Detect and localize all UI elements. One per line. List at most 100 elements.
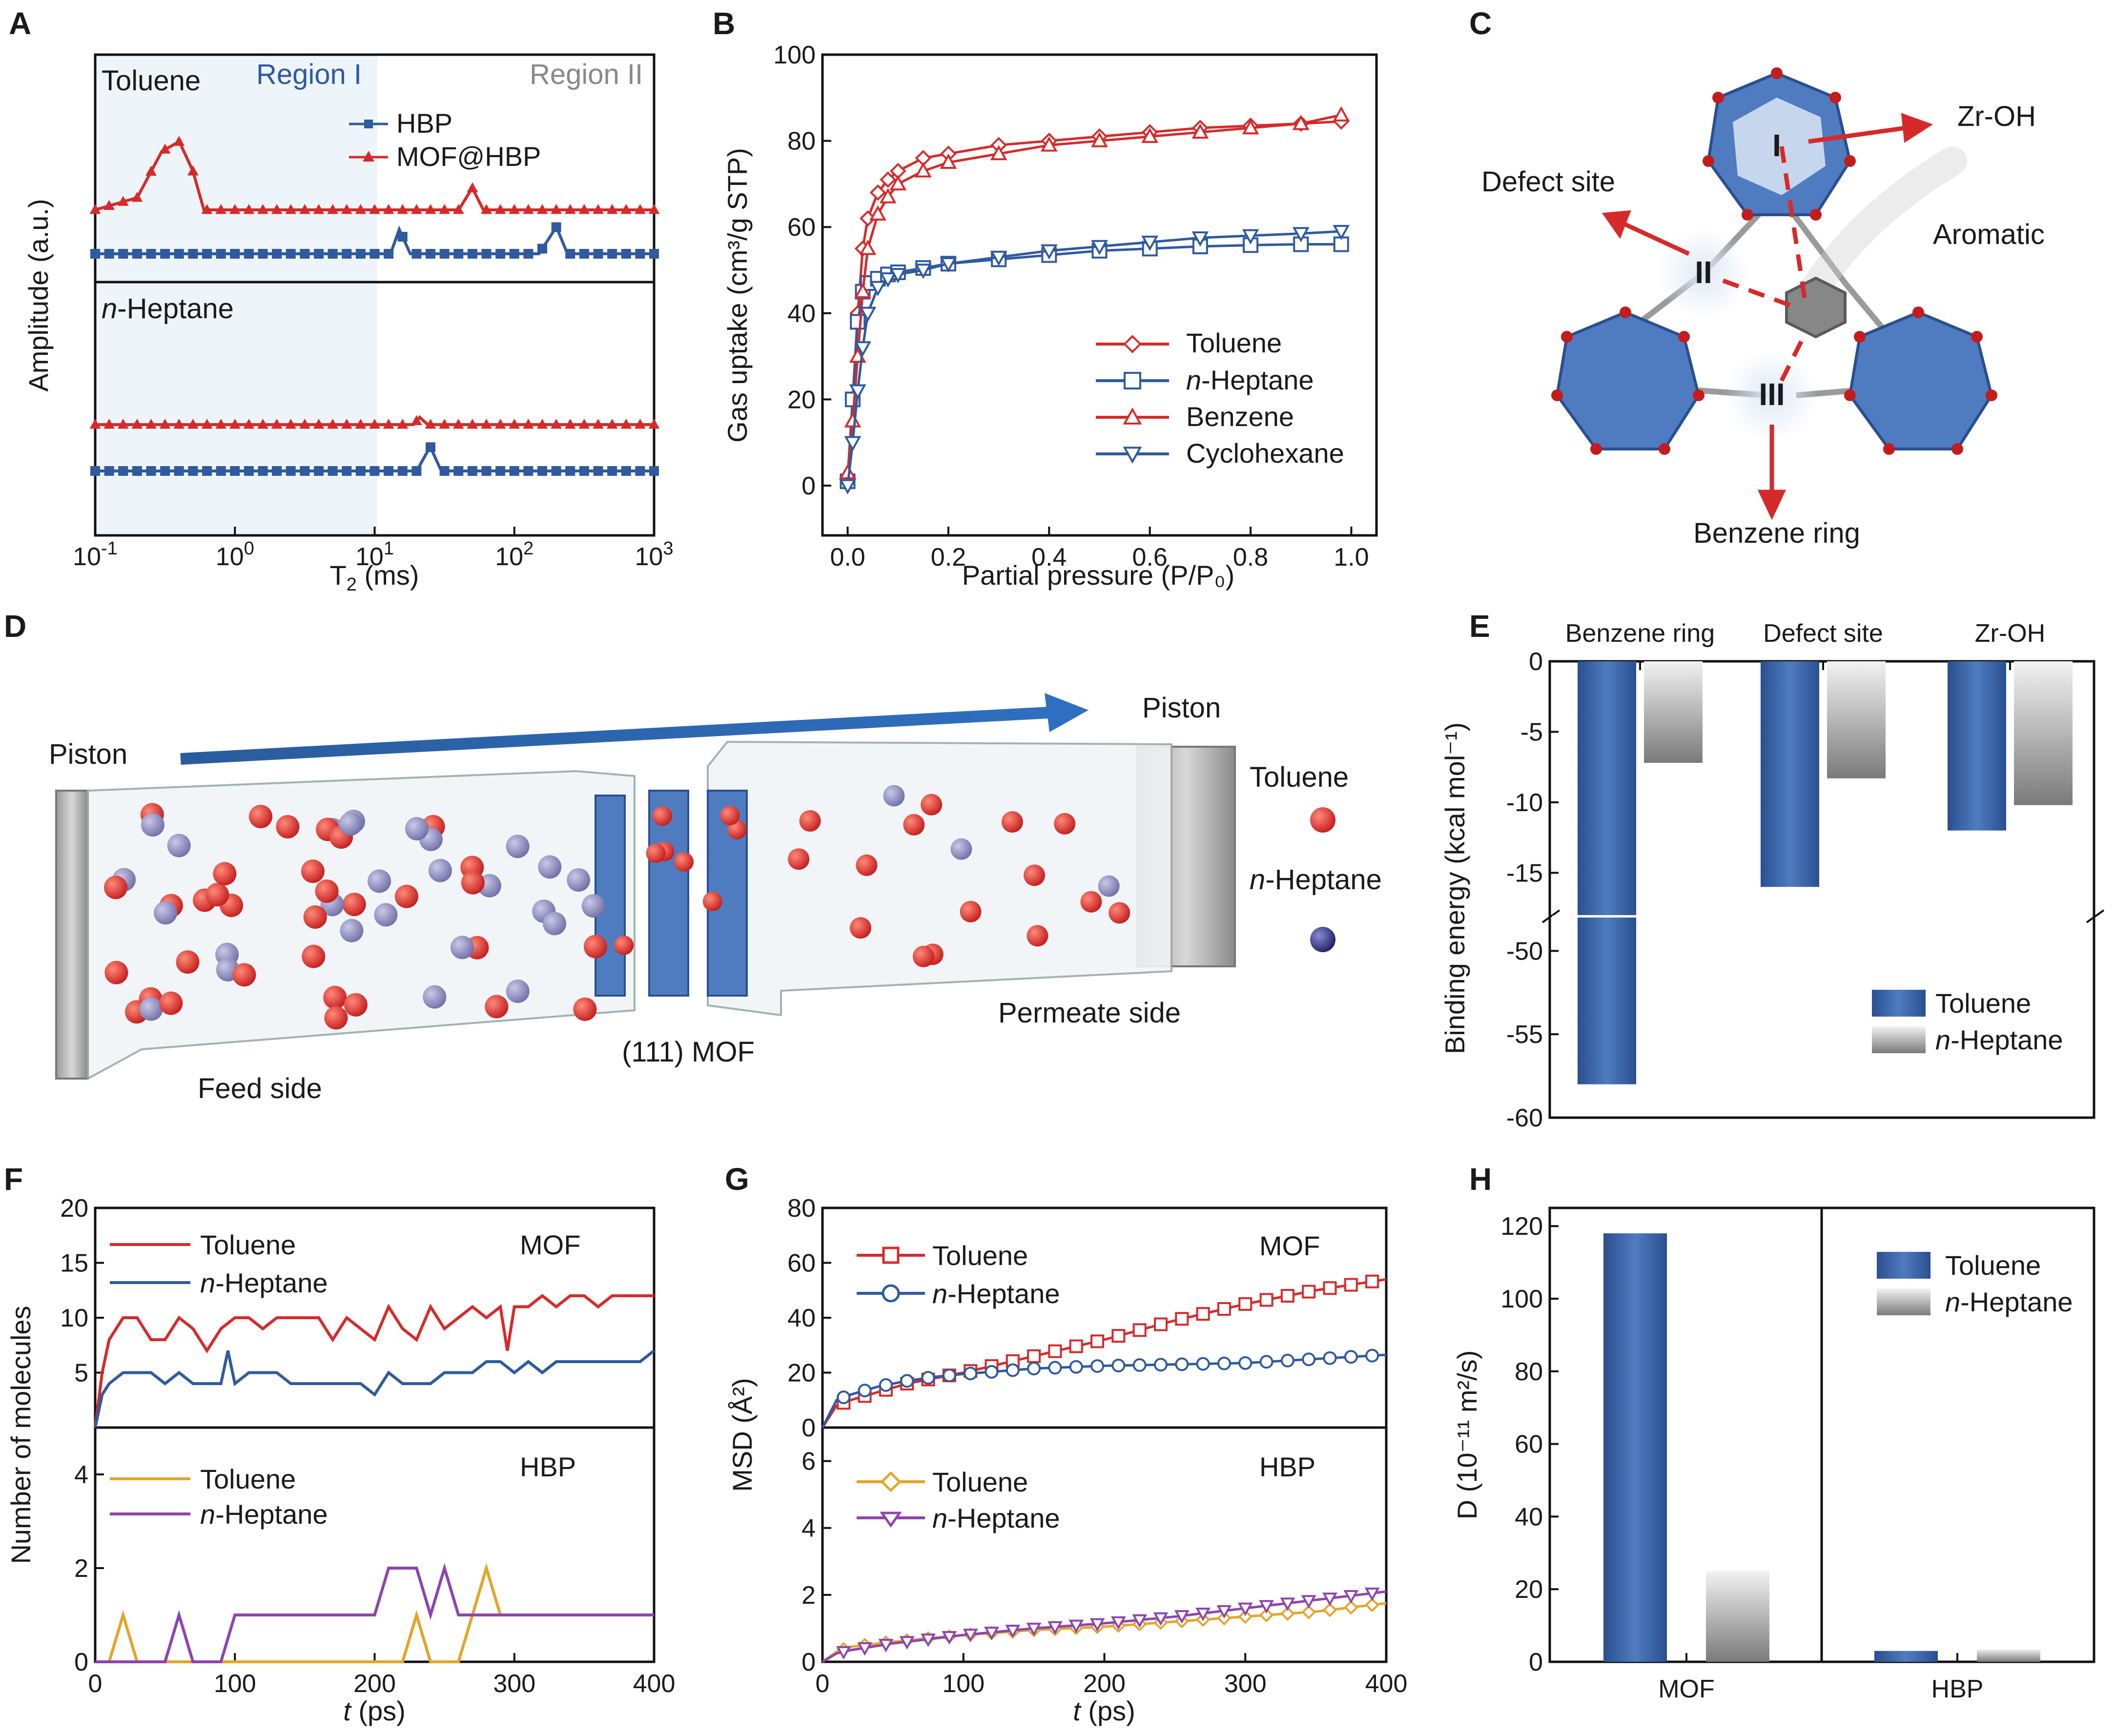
permeate-label: Permeate side bbox=[998, 997, 1181, 1029]
panel-g-ytick-label: 4 bbox=[801, 1514, 816, 1543]
panel-g-point bbox=[858, 1384, 872, 1398]
panel-e-break bbox=[1541, 909, 1561, 923]
panel-e-category: Zr-OH bbox=[1975, 619, 2045, 648]
panel-g-point bbox=[1089, 1618, 1105, 1632]
panel-g-point bbox=[1047, 1621, 1063, 1635]
heptane-molecule bbox=[506, 835, 530, 858]
heptane-molecule bbox=[450, 936, 474, 960]
panel-b-ytick-label: 100 bbox=[773, 41, 816, 69]
toluene-label: Toluene bbox=[1250, 761, 1349, 793]
panel-a-marker bbox=[411, 249, 422, 259]
panel-g-hbp-tag: HBP bbox=[1259, 1451, 1315, 1482]
panel-a-marker bbox=[370, 249, 380, 259]
panel-h-ytick-label: 20 bbox=[1515, 1575, 1543, 1604]
panel-a-marker bbox=[89, 418, 101, 429]
panel-a-marker bbox=[258, 249, 268, 259]
panel-b-line bbox=[846, 120, 1341, 477]
panel-a-marker bbox=[90, 466, 100, 476]
toluene-molecule bbox=[653, 806, 673, 826]
panel-g-line bbox=[821, 1278, 1387, 1429]
panel-g-point bbox=[1069, 1360, 1083, 1374]
panel-g-ytick-label: 60 bbox=[787, 1249, 816, 1278]
panel-a-marker bbox=[285, 418, 297, 429]
panel-g-point bbox=[1259, 1600, 1274, 1614]
panel-b-legend-heptane: n-Heptane bbox=[1186, 365, 1314, 395]
panel-g-point bbox=[963, 1629, 978, 1642]
panel-g-point bbox=[879, 1378, 893, 1392]
heptane-molecule bbox=[339, 812, 363, 836]
panel-a-marker bbox=[243, 204, 255, 214]
panel-a-marker bbox=[537, 244, 547, 254]
panel-g-point bbox=[1196, 1357, 1210, 1371]
panel-g-point bbox=[1217, 1356, 1231, 1370]
panel-g-point bbox=[1238, 1297, 1253, 1311]
panel-b-point bbox=[859, 240, 877, 255]
toluene-molecule bbox=[849, 917, 871, 939]
aromatic-label: Aromatic bbox=[1933, 219, 2045, 250]
heptane-molecule bbox=[154, 901, 178, 925]
panel-g-frame bbox=[821, 1206, 1388, 1663]
panel-a-marker bbox=[578, 418, 590, 429]
panel-a-marker bbox=[328, 466, 338, 476]
panel-g-point bbox=[836, 1646, 851, 1660]
panel-c: C bbox=[1469, 6, 2045, 549]
panel-e-bar bbox=[1578, 661, 1636, 915]
panel-a-marker bbox=[621, 466, 631, 476]
panel-a-xtick-label: 102 bbox=[495, 538, 534, 571]
panel-b-ytick-label: 80 bbox=[787, 127, 816, 156]
toluene-molecule bbox=[646, 843, 666, 863]
toluene-molecule bbox=[573, 997, 597, 1021]
toluene-molecule bbox=[720, 806, 740, 826]
panel-g-point bbox=[1006, 1363, 1020, 1377]
heptane-molecule bbox=[368, 869, 391, 893]
panel-b-point bbox=[914, 264, 932, 279]
panel-b-point bbox=[869, 205, 886, 221]
panel-g-legend-heptane-hbp: n-Heptane bbox=[932, 1503, 1060, 1533]
panel-a-marker bbox=[649, 249, 659, 259]
panel-g-point bbox=[1259, 1355, 1273, 1369]
panel-b-point bbox=[859, 306, 877, 322]
heptane-molecule bbox=[405, 817, 429, 840]
piston-left bbox=[55, 790, 89, 1080]
panel-a-marker bbox=[300, 249, 310, 259]
panel-a-marker bbox=[384, 249, 394, 259]
panel-a-marker bbox=[383, 418, 394, 429]
panel-g-point bbox=[1174, 1610, 1190, 1624]
panel-g-point bbox=[1259, 1608, 1274, 1623]
panel-b-xtick-label: 0.4 bbox=[1031, 543, 1067, 572]
heptane-molecule bbox=[340, 919, 364, 942]
panel-g-point bbox=[1111, 1358, 1126, 1372]
toluene-molecule bbox=[788, 848, 810, 870]
panel-a-xtick-label: 103 bbox=[635, 538, 674, 571]
panel-a-legend-hbp: HBP bbox=[396, 108, 452, 139]
toluene-molecule bbox=[323, 985, 347, 1009]
panel-g-point bbox=[1344, 1350, 1358, 1364]
panel-h: H 0 20 40 60 80 100 120 MOF HBP Toluene n-Heptan… bbox=[1452, 1162, 2095, 1703]
panel-e-letter: E bbox=[1469, 609, 1490, 644]
panel-a-marker bbox=[509, 204, 520, 214]
panel-a-marker bbox=[439, 249, 450, 259]
panel-a-marker bbox=[159, 143, 171, 154]
panel-a-marker bbox=[369, 418, 380, 429]
panel-a-marker bbox=[271, 204, 283, 214]
ring-label: Benzene ring bbox=[1693, 517, 1860, 549]
panel-f-xtick-label: 300 bbox=[493, 1670, 535, 1698]
panel-a-marker bbox=[522, 204, 534, 214]
panel-a-marker bbox=[258, 466, 268, 476]
panel-a-marker bbox=[132, 249, 142, 259]
toluene-marker bbox=[1310, 807, 1335, 833]
panel-a-marker bbox=[467, 466, 477, 476]
toluene-molecule bbox=[104, 960, 128, 984]
panel-g-point bbox=[1343, 1600, 1358, 1615]
panel-g-point bbox=[1322, 1593, 1337, 1606]
site-iii-glow bbox=[1725, 349, 1818, 442]
mof-slab bbox=[595, 790, 748, 997]
toluene-molecule bbox=[960, 900, 982, 922]
panel-a-marker bbox=[117, 418, 129, 429]
panel-b-point bbox=[869, 184, 886, 201]
panel-b-point bbox=[940, 257, 957, 273]
panel-h-ytick-label: 40 bbox=[1515, 1503, 1543, 1531]
panel-a-ylabel: Amplitude (a.u.) bbox=[23, 199, 54, 391]
